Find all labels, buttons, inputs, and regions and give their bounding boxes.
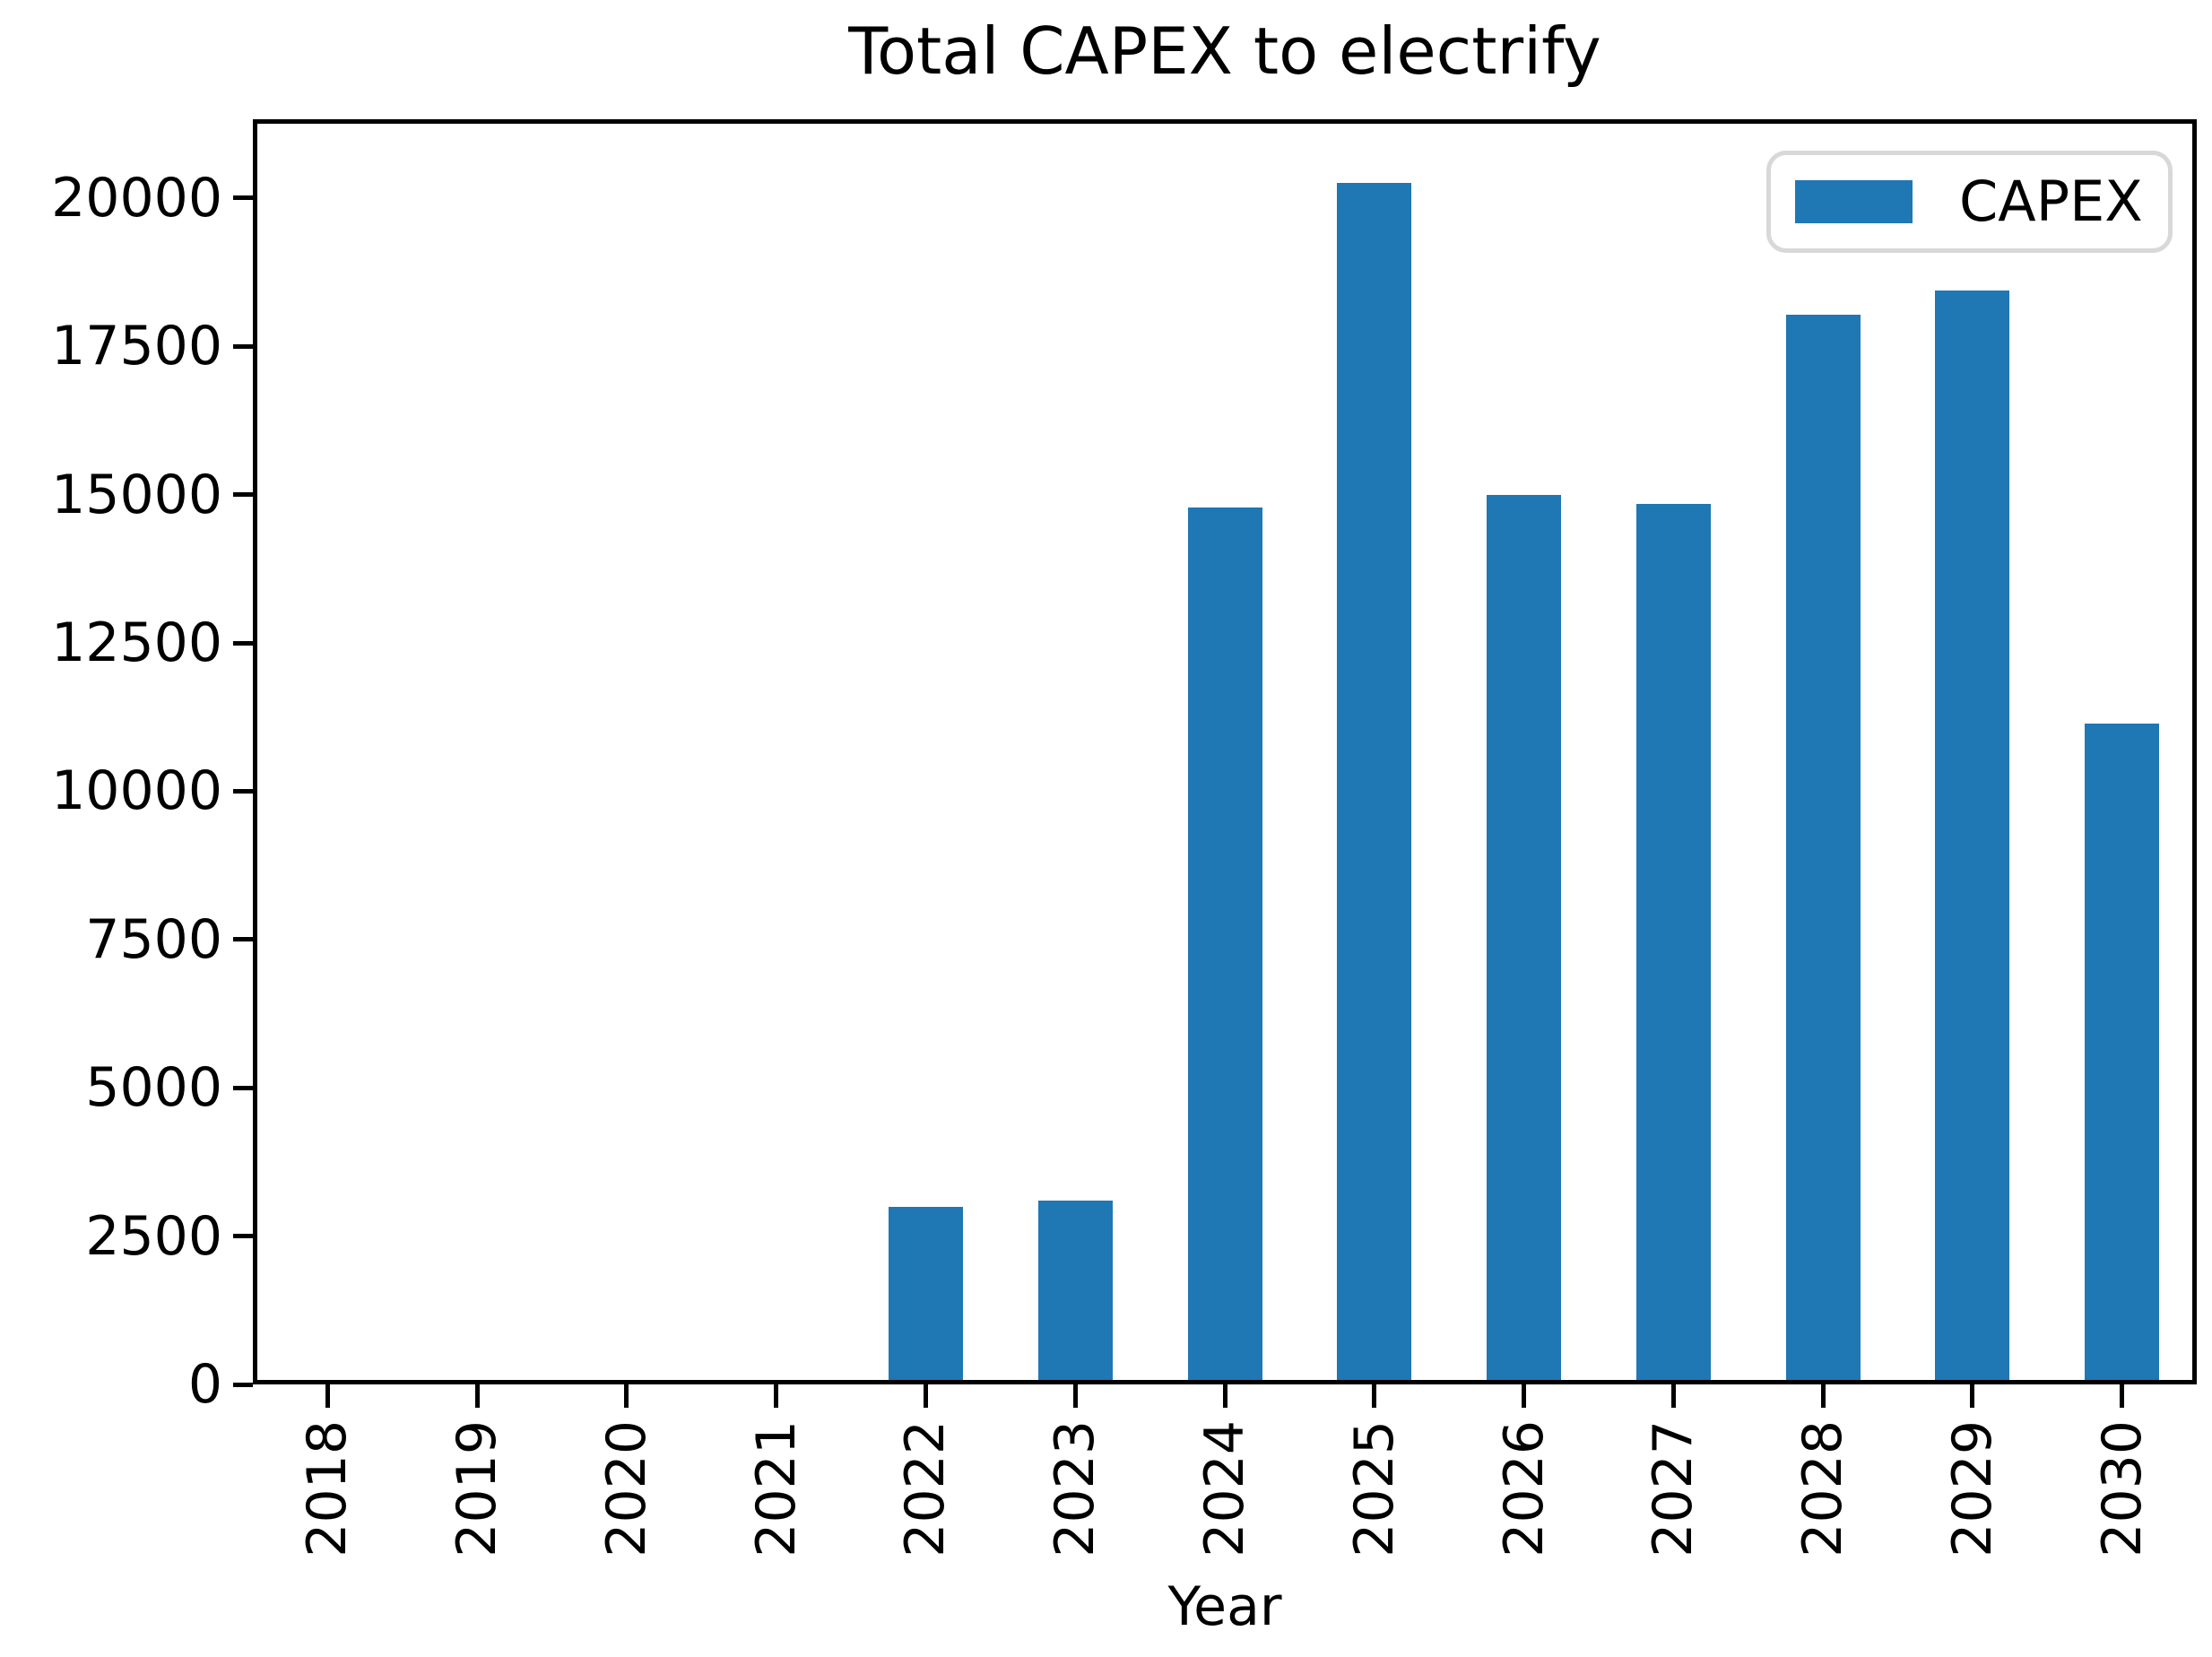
y-tick-mark-7500 (233, 937, 253, 942)
bar-2027 (1635, 503, 1711, 1384)
y-tick-label-7500: 7500 (85, 907, 222, 971)
legend-swatch-capex (1795, 180, 1913, 223)
x-axis-label: Year (1167, 1575, 1282, 1638)
bar-2023 (1037, 1200, 1113, 1384)
x-tick-label-2025: 2025 (1342, 1420, 1406, 1557)
x-tick-mark-2020 (624, 1384, 629, 1408)
x-tick-label-2018: 2018 (296, 1420, 360, 1557)
y-tick-label-17500: 17500 (51, 315, 222, 378)
y-tick-mark-0 (233, 1382, 253, 1387)
x-tick-mark-2030 (2120, 1384, 2125, 1408)
bar-2026 (1487, 494, 1562, 1384)
x-tick-label-2028: 2028 (1791, 1420, 1855, 1557)
bar-2025 (1337, 182, 1412, 1384)
chart-title: Total CAPEX to electrify (848, 13, 1601, 89)
y-tick-label-20000: 20000 (51, 166, 222, 230)
y-tick-label-2500: 2500 (85, 1204, 222, 1268)
legend: CAPEX (1766, 151, 2173, 253)
x-tick-mark-2019 (474, 1384, 480, 1408)
x-tick-label-2026: 2026 (1492, 1420, 1556, 1557)
y-tick-mark-15000 (233, 492, 253, 498)
y-tick-mark-12500 (233, 640, 253, 646)
y-tick-mark-17500 (233, 343, 253, 349)
bar-2024 (1187, 508, 1262, 1384)
y-tick-mark-10000 (233, 788, 253, 794)
y-tick-label-0: 0 (187, 1353, 222, 1416)
y-tick-mark-20000 (233, 195, 253, 201)
x-tick-mark-2029 (1970, 1384, 1975, 1408)
x-tick-mark-2026 (1522, 1384, 1527, 1408)
x-tick-label-2021: 2021 (744, 1420, 808, 1557)
bar-2030 (2085, 724, 2160, 1384)
y-tick-mark-5000 (233, 1085, 253, 1090)
y-tick-mark-2500 (233, 1234, 253, 1239)
x-tick-mark-2028 (1820, 1384, 1826, 1408)
x-tick-label-2023: 2023 (1044, 1420, 1107, 1557)
x-tick-label-2029: 2029 (1940, 1420, 2004, 1557)
x-tick-label-2020: 2020 (594, 1420, 658, 1557)
bar-2029 (1935, 291, 2010, 1384)
x-tick-mark-2018 (325, 1384, 330, 1408)
bar-2028 (1785, 315, 1861, 1384)
bar-2022 (888, 1207, 963, 1384)
x-tick-mark-2027 (1670, 1384, 1676, 1408)
x-tick-label-2019: 2019 (446, 1420, 509, 1557)
x-tick-mark-2025 (1372, 1384, 1377, 1408)
x-tick-label-2022: 2022 (894, 1420, 958, 1557)
y-tick-label-10000: 10000 (51, 759, 222, 823)
x-tick-mark-2021 (774, 1384, 779, 1408)
x-tick-mark-2023 (1072, 1384, 1078, 1408)
legend-label-capex: CAPEX (1959, 169, 2143, 234)
x-tick-mark-2022 (923, 1384, 928, 1408)
x-tick-label-2024: 2024 (1193, 1420, 1256, 1557)
y-tick-label-12500: 12500 (51, 612, 222, 675)
x-tick-label-2030: 2030 (2090, 1420, 2154, 1557)
y-tick-label-15000: 15000 (51, 463, 222, 526)
x-tick-label-2027: 2027 (1642, 1420, 1705, 1557)
x-tick-mark-2024 (1222, 1384, 1227, 1408)
y-tick-label-5000: 5000 (85, 1056, 222, 1120)
